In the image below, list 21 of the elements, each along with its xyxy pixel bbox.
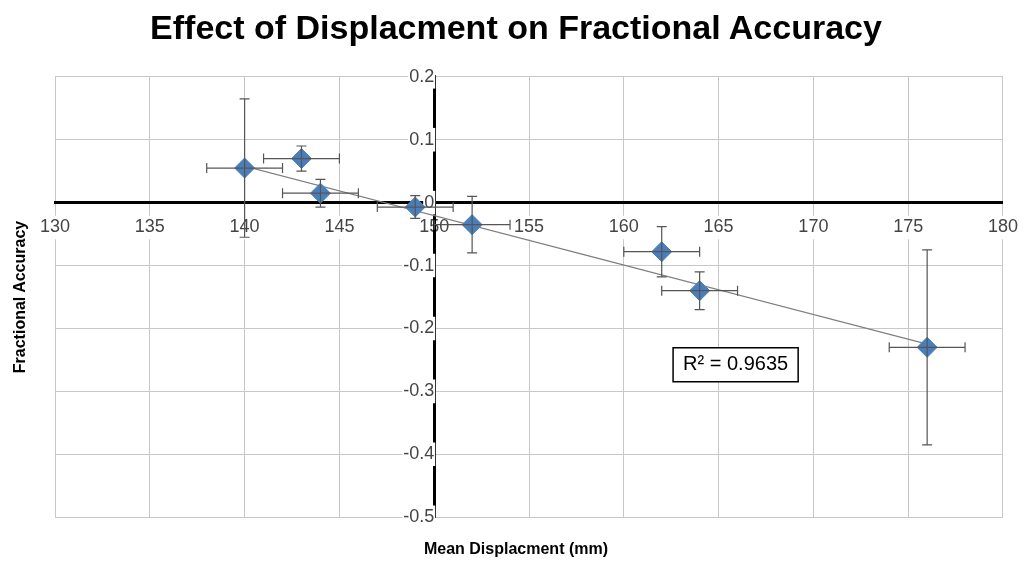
y-tick-label: 0.1 xyxy=(409,128,435,149)
x-tick-label: 155 xyxy=(513,216,545,237)
annotation: R² = 0.9635 xyxy=(683,352,789,375)
y-tick-label: -0.5 xyxy=(403,506,435,527)
y-tick-label: 0 xyxy=(424,191,435,212)
y-tick-label: -0.2 xyxy=(403,317,435,338)
x-tick-label: 130 xyxy=(39,216,71,237)
y-tick-label: 0.2 xyxy=(409,65,435,86)
x-axis-title: Mean Displacment (mm) xyxy=(422,540,609,558)
x-tick-label: 145 xyxy=(324,216,355,237)
x-tick-label: 135 xyxy=(134,216,165,237)
y-tick-label: -0.4 xyxy=(403,443,435,464)
chart-title: Effect of Displacment on Fractional Accuracy xyxy=(149,8,883,47)
y-tick-label: -0.3 xyxy=(403,380,435,401)
y-axis-title: Fractional Accuracy xyxy=(11,220,29,374)
x-tick-label: 175 xyxy=(893,216,924,237)
x-tick-label: 165 xyxy=(703,216,734,237)
x-tick-label: 170 xyxy=(798,216,829,237)
y-tick-label: -0.1 xyxy=(403,254,435,275)
x-tick-label: 160 xyxy=(608,216,639,237)
x-tick-label: 180 xyxy=(987,216,1019,237)
